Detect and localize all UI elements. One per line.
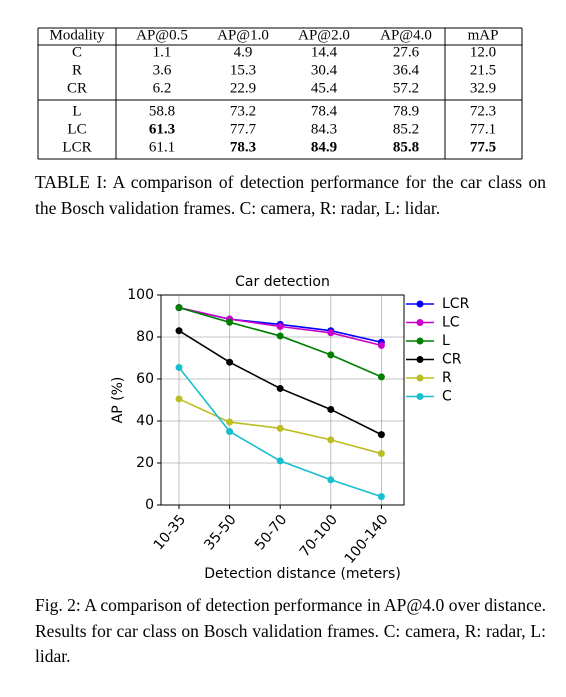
legend-marker [416,393,424,400]
x-tick-label: 35-50 [201,512,239,553]
table-cell: 14.4 [311,44,338,60]
table-cell: C [72,44,82,60]
table-cell: 61.1 [149,139,175,155]
table-caption: TABLE I: A comparison of detection perfo… [35,172,546,218]
table-cell: 15.3 [230,62,256,78]
table-cell: LCR [62,139,91,155]
data-point [226,428,234,435]
table-cell: 73.2 [230,103,256,119]
table-cell: 72.3 [470,103,496,119]
legend-marker [416,300,424,308]
table-cell: 78.4 [311,103,338,119]
data-point [226,318,234,326]
table-cell: 45.4 [311,80,338,96]
data-point [276,457,284,465]
data-point [226,358,234,366]
table-cell: LC [67,121,86,137]
table-cell: 77.7 [230,121,257,137]
y-tick-label: 60 [136,371,154,387]
table-cell: 30.4 [311,62,338,78]
table-cell: 61.3 [149,121,175,137]
table-cell: 6.2 [153,80,172,96]
table-cell: 57.2 [393,80,419,96]
data-point [327,329,335,337]
legend-marker [416,319,424,326]
data-point [276,424,284,432]
table-cell: CR [67,80,87,96]
x-tick-label: 10-35 [151,512,189,553]
data-point [327,436,335,444]
data-point [377,341,385,349]
chart: Car detection 0 20 40 60 80 100 10-35 35-50 50-70… [110,274,470,582]
legend-label: R [442,370,452,386]
x-tick-label: 70-100 [297,512,341,560]
table-cell: 36.4 [393,62,420,78]
plot-frame [160,294,405,506]
table-cell: 58.8 [149,103,175,119]
x-tick-label: 50-70 [252,512,290,553]
legend-label: LC [442,315,460,331]
table-header: AP@0.5 [136,27,188,43]
legend-label: C [442,389,452,405]
legend-marker [416,374,424,382]
table-cell: R [72,62,82,78]
data-point [377,373,385,381]
data-point [276,384,284,392]
table-cell: 22.9 [230,80,256,96]
data-point [377,450,385,458]
table-cell: 78.9 [393,103,419,119]
table-cell: 84.3 [311,121,337,137]
data-point [175,395,183,403]
y-tick-label: 80 [136,329,154,345]
y-tick-label: 0 [145,497,154,513]
table-cell: 77.1 [470,121,496,137]
table-cell: 3.6 [153,62,172,78]
data-point [276,332,284,340]
data-point [175,327,183,335]
legend-label: L [442,333,450,349]
table: Modality AP@0.5 AP@1.0 AP@2.0 AP@4.0 mAP C 1.1 4… [37,27,523,160]
data-point [327,405,335,413]
legend-label: CR [442,352,462,368]
table-cell: 21.5 [470,62,496,78]
table-header: AP@2.0 [298,27,350,43]
legend-marker [416,356,424,363]
y-axis-label: AP (%) [110,377,126,424]
legend-label: LCR [442,296,470,312]
x-tick-label: 100-140 [342,512,392,567]
y-tick-label: 20 [136,455,154,471]
table-header: Modality [50,27,105,43]
data-point [377,493,385,501]
table-cell: 85.2 [393,121,419,137]
data-point [175,363,183,371]
table-cell: L [72,103,81,119]
y-tick-label: 40 [136,413,154,429]
table-cell: 84.9 [311,139,337,155]
table-cell: 77.5 [470,139,496,155]
data-point [377,431,385,439]
data-point [276,323,284,330]
table-header: mAP [468,27,499,43]
legend-marker [416,337,424,345]
y-tick-label: 100 [127,287,154,303]
data-point [175,304,183,312]
chart-title: Car detection [235,274,330,290]
table-cell: 85.8 [393,139,419,155]
table-cell: 32.9 [470,80,496,96]
table-header: AP@4.0 [380,27,432,43]
data-point [327,351,335,359]
table-cell: 27.6 [393,44,420,60]
table-header: AP@1.0 [217,27,269,43]
table-cell: 78.3 [230,139,256,155]
x-axis-label: Detection distance (meters) [204,566,401,582]
figure-caption: Fig. 2: A comparison of detection perfor… [35,595,546,666]
data-point [327,476,335,484]
table-cell: 1.1 [153,44,172,60]
table-cell: 12.0 [470,44,496,60]
data-point [226,418,234,426]
table-cell: 4.9 [234,44,253,60]
